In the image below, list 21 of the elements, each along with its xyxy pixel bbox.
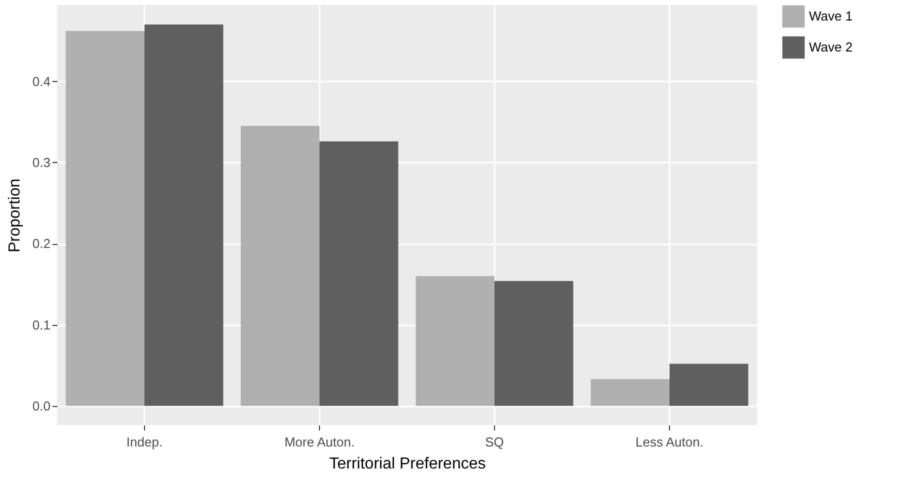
y-tick-label: 0.4: [32, 74, 50, 89]
bar: [494, 280, 574, 406]
legend-label: Wave 2: [809, 40, 853, 54]
x-tick-label: Less Auton.: [636, 434, 704, 450]
bar: [66, 30, 144, 406]
legend-label: Wave 1: [809, 8, 853, 24]
x-tick-label: More Auton.: [284, 434, 355, 450]
bar: [144, 24, 224, 406]
bar: [320, 141, 398, 406]
bar: [590, 379, 670, 406]
y-tick-label: 0.2: [32, 236, 50, 252]
y-axis-title: Proportion: [6, 178, 24, 252]
y-tick-label: 0.3: [32, 154, 50, 170]
bar: [416, 276, 494, 406]
x-tick-label: SQ: [485, 434, 504, 450]
x-axis-title: Territorial Preferences: [329, 456, 486, 472]
y-tick-label: 0.0: [32, 398, 50, 414]
bar: [670, 364, 748, 406]
bar: [240, 126, 320, 406]
x-tick-label: Indep.: [126, 434, 163, 450]
y-tick-label: 0.1: [32, 317, 50, 332]
